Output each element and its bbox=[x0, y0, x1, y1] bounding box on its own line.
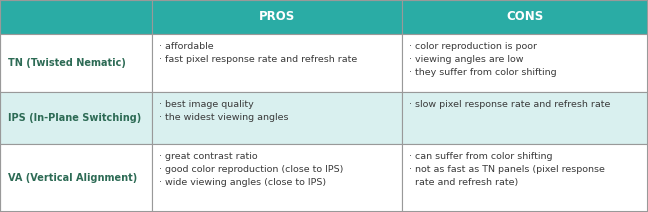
Text: · best image quality
· the widest viewing angles: · best image quality · the widest viewin… bbox=[159, 100, 288, 122]
Bar bbox=[0, 0, 152, 34]
Text: · slow pixel response rate and refresh rate: · slow pixel response rate and refresh r… bbox=[409, 100, 610, 109]
Bar bbox=[402, 92, 648, 144]
Text: · great contrast ratio
· good color reproduction (close to IPS)
· wide viewing a: · great contrast ratio · good color repr… bbox=[159, 152, 343, 187]
Text: PROS: PROS bbox=[259, 11, 295, 24]
Text: IPS (In-Plane Switching): IPS (In-Plane Switching) bbox=[8, 113, 141, 123]
Bar bbox=[0, 144, 152, 212]
Bar bbox=[0, 34, 152, 92]
Bar bbox=[402, 144, 648, 212]
Text: VA (Vertical Alignment): VA (Vertical Alignment) bbox=[8, 173, 137, 183]
Bar bbox=[152, 92, 402, 144]
Text: · can suffer from color shifting
· not as fast as TN panels (pixel response
  ra: · can suffer from color shifting · not a… bbox=[409, 152, 605, 187]
Text: · affordable
· fast pixel response rate and refresh rate: · affordable · fast pixel response rate … bbox=[159, 42, 357, 64]
Text: CONS: CONS bbox=[506, 11, 544, 24]
Bar bbox=[152, 34, 402, 92]
Bar bbox=[402, 0, 648, 34]
Bar bbox=[152, 144, 402, 212]
Bar bbox=[0, 92, 152, 144]
Text: TN (Twisted Nematic): TN (Twisted Nematic) bbox=[8, 58, 126, 68]
Text: · color reproduction is poor
· viewing angles are low
· they suffer from color s: · color reproduction is poor · viewing a… bbox=[409, 42, 557, 77]
Bar bbox=[402, 34, 648, 92]
Bar bbox=[152, 0, 402, 34]
